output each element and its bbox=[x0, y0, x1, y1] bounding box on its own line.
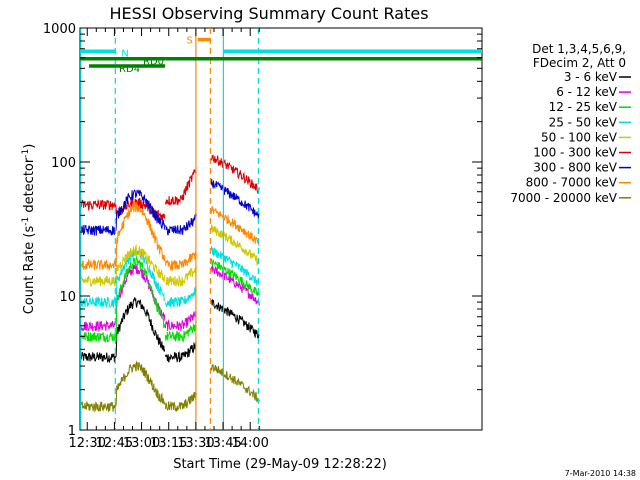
x-tick-label: 13:15 bbox=[150, 436, 187, 451]
series-line bbox=[80, 248, 166, 308]
y-label-sup1: -1 bbox=[21, 217, 31, 226]
series-line bbox=[165, 251, 197, 271]
mode-segment-label: S bbox=[187, 36, 193, 47]
series-line bbox=[210, 205, 260, 246]
mode-segment-label: N bbox=[121, 48, 128, 59]
series-line bbox=[210, 154, 260, 194]
footer-stamp: 7-Mar-2010 14:38 bbox=[565, 469, 636, 478]
series-line bbox=[80, 360, 166, 413]
y-label-end: ) bbox=[22, 144, 37, 149]
y-label-sup2: -1 bbox=[21, 149, 31, 158]
series-line bbox=[210, 258, 260, 296]
y-tick-label: 100 bbox=[51, 156, 76, 171]
series-line bbox=[80, 255, 166, 344]
series-line bbox=[80, 202, 166, 272]
x-tick-label: 14:00 bbox=[231, 436, 268, 451]
x-tick-label: 13:30 bbox=[177, 436, 214, 451]
legend-item-label: 25 - 50 keV bbox=[549, 115, 618, 129]
series-line bbox=[210, 224, 260, 266]
y-tick-label: 1 bbox=[68, 424, 76, 439]
y-tick-label: 1000 bbox=[43, 22, 76, 37]
legend-header-line-1: Det 1,3,4,5,6,9, bbox=[532, 42, 626, 56]
series-line bbox=[80, 297, 166, 363]
legend-item-label: 6 - 12 keV bbox=[556, 85, 618, 99]
x-tick-label: 13:00 bbox=[123, 436, 160, 451]
y-tick-label: 10 bbox=[59, 290, 76, 305]
series-line bbox=[80, 243, 166, 287]
legend-item-label: 7000 - 20000 keV bbox=[510, 191, 617, 205]
x-tick-label: 12:45 bbox=[96, 436, 133, 451]
legend-item-label: 3 - 6 keV bbox=[564, 70, 618, 84]
series-layer bbox=[80, 154, 260, 413]
legend-item-label: 300 - 800 keV bbox=[533, 161, 617, 175]
series-line bbox=[210, 364, 260, 403]
series-line bbox=[165, 287, 197, 308]
x-tick-label: 13:45 bbox=[204, 436, 241, 451]
mode-segment-label: RD4 bbox=[119, 64, 140, 75]
legend-item-label: 12 - 25 keV bbox=[549, 100, 618, 114]
y-label-main: Count Rate (s bbox=[22, 226, 37, 315]
series-line bbox=[211, 299, 260, 342]
series-line bbox=[210, 178, 260, 220]
y-label-mid: detector bbox=[22, 157, 37, 217]
series-line bbox=[165, 266, 197, 287]
series-line bbox=[165, 213, 197, 236]
legend-item-label: 800 - 7000 keV bbox=[526, 176, 618, 190]
chart-title: HESSI Observing Summary Count Rates bbox=[109, 4, 428, 23]
legend-item-label: 100 - 300 keV bbox=[533, 146, 617, 160]
plot-frame bbox=[79, 27, 483, 431]
series-line bbox=[80, 189, 166, 236]
y-axis-label: Count Rate (s-1 detector-1) bbox=[21, 144, 37, 315]
legend-header-line-2: FDecim 2, Att 0 bbox=[533, 56, 626, 70]
legend: Det 1,3,4,5,6,9, FDecim 2, Att 0 3 - 6 k… bbox=[510, 42, 631, 205]
series-line bbox=[165, 168, 197, 206]
series-line bbox=[210, 245, 260, 286]
x-axis-label: Start Time (29-May-09 12:28:22) bbox=[173, 457, 387, 472]
x-tick-label: 12:30 bbox=[69, 436, 106, 451]
series-line bbox=[165, 341, 197, 363]
legend-item-label: 50 - 100 keV bbox=[541, 130, 618, 144]
vline-layer bbox=[80, 28, 259, 430]
series-line bbox=[165, 320, 197, 343]
mode-segment-label: RD0 bbox=[143, 57, 164, 68]
series-line bbox=[165, 309, 197, 332]
series-line bbox=[210, 265, 260, 306]
series-line bbox=[165, 392, 197, 412]
